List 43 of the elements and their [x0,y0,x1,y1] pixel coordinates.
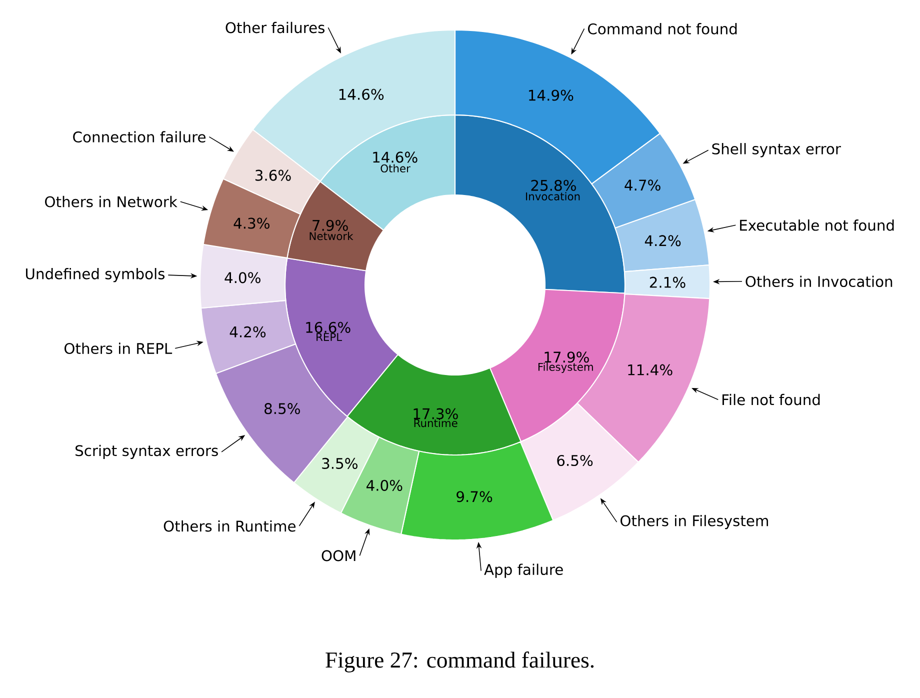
data-label: 3.5% [322,458,358,470]
data-label: 11.4% [628,364,672,376]
data-label: 4.2% [230,326,266,338]
slice-label: Undefined symbols [26,268,165,282]
data-label: 16.6% [306,322,350,333]
data-label: 14.6% [339,88,384,100]
slice-label: Other failures [226,22,325,34]
slice-label: REPL [316,333,342,341]
slice-label: Others in Filesystem [620,514,768,530]
data-label: 4.0% [224,272,260,284]
slice-label: Others in Network [45,196,178,208]
data-label: 4.0% [366,480,402,491]
data-label: 14.9% [529,90,574,101]
slice-label: Executable not found [740,219,894,231]
slice-label: Invocation [526,192,580,200]
data-label: 6.5% [557,454,593,466]
slice-label: Shell syntax error [712,143,841,158]
data-label: 25.8% [531,180,576,191]
slice-label: App failure [484,564,563,578]
slice-label: Command not found [588,23,737,34]
data-label: 4.3% [234,218,270,229]
data-label: 8.5% [264,403,300,414]
slice-label: Runtime [414,418,458,428]
data-label: 4.2% [644,235,681,246]
data-label: 3.6% [255,170,291,181]
data-label: 2.1% [650,276,686,288]
slice-label: Other [380,164,410,172]
slice-label: Filesystem [538,362,593,373]
slice-label: Others in REPL [64,342,172,354]
slice-label: Others in Invocation [746,276,892,288]
data-label: 14.6% [373,152,418,163]
slice-label: File not found [722,394,820,406]
data-label: 17.3% [414,408,458,420]
slice-label: Others in Runtime [164,520,296,532]
slice-label: OOM [322,550,356,562]
data-label: 17.9% [544,352,589,363]
text: Figure 27: command failures. [326,652,594,672]
slice-label: Script syntax errors [76,444,218,460]
data-label: 7.9% [312,220,348,231]
slice-label: Connection failure [73,131,206,143]
data-label: 4.7% [624,180,660,191]
slice-label: Network [310,232,354,240]
data-label: 9.7% [456,491,492,502]
